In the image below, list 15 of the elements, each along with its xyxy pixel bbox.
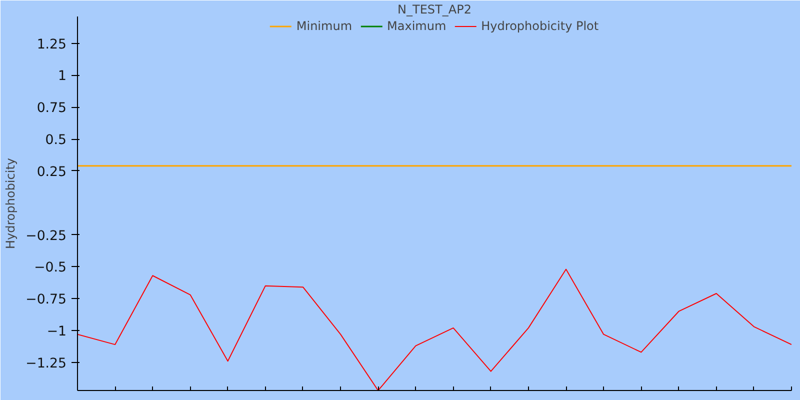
y-tick-label: 1.25 — [36, 37, 67, 52]
y-tick-label: −1 — [46, 324, 67, 340]
y-tick-label: −0.5 — [34, 260, 67, 276]
y-tick-label: 0.5 — [45, 133, 67, 148]
legend-label: Maximum — [387, 19, 446, 33]
y-tick-label: −1.25 — [26, 356, 66, 372]
y-tick-label: 0.25 — [36, 164, 67, 180]
y-tick-label: −0.25 — [26, 228, 66, 244]
y-tick-label: 1 — [58, 69, 67, 84]
y-axis-title: Hydrophobicity — [4, 158, 18, 250]
legend-label: Hydrophobicity Plot — [481, 19, 599, 33]
chart-title: N_TEST_AP2 — [398, 2, 472, 16]
legend-label: Minimum — [296, 19, 352, 33]
y-tick-label: 0.75 — [36, 101, 67, 116]
y-tick-label: −0.75 — [26, 292, 66, 308]
